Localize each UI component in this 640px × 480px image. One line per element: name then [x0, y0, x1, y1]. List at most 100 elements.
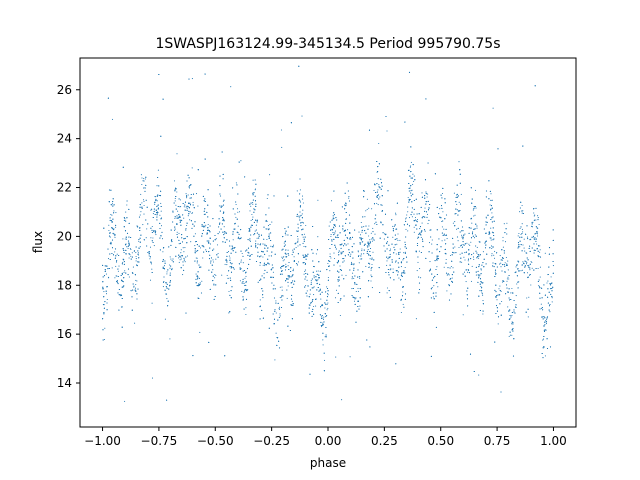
scatter-point: [337, 292, 339, 294]
scatter-point: [132, 266, 134, 268]
scatter-point: [284, 244, 286, 246]
scatter-point: [122, 248, 124, 250]
scatter-point: [290, 270, 292, 273]
scatter-point: [339, 265, 341, 267]
scatter-point: [180, 249, 182, 251]
scatter-point: [235, 216, 237, 218]
scatter-point: [323, 321, 325, 323]
scatter-point: [194, 221, 196, 223]
scatter-point: [267, 225, 270, 227]
scatter-point: [291, 304, 293, 307]
scatter-point: [320, 306, 322, 308]
scatter-point: [534, 249, 536, 251]
scatter-point: [345, 202, 347, 204]
scatter-point: [399, 248, 401, 250]
scatter-point: [139, 214, 141, 216]
scatter-point: [361, 231, 363, 233]
scatter-point: [292, 249, 294, 251]
scatter-point: [499, 263, 501, 265]
scatter-point: [225, 232, 228, 234]
scatter-point: [241, 252, 243, 255]
scatter-point: [431, 252, 433, 254]
scatter-point: [164, 262, 166, 264]
scatter-point: [425, 257, 427, 259]
scatter-point: [162, 267, 164, 269]
scatter-point: [469, 244, 471, 247]
scatter-point: [520, 233, 522, 236]
scatter-point: [250, 245, 252, 247]
scatter-point: [402, 303, 404, 305]
scatter-point: [317, 236, 319, 238]
scatter-point: [484, 242, 486, 244]
scatter-point: [454, 246, 456, 248]
scatter-point: [346, 237, 348, 239]
scatter-point: [153, 208, 155, 210]
scatter-point: [209, 225, 211, 227]
scatter-point: [461, 246, 463, 248]
scatter-point: [210, 260, 212, 262]
scatter-point: [250, 224, 252, 226]
scatter-point: [134, 289, 136, 291]
scatter-point: [171, 241, 173, 243]
scatter-point: [284, 228, 286, 230]
scatter-point: [311, 302, 313, 304]
scatter-point: [495, 296, 497, 298]
scatter-point: [281, 294, 283, 297]
scatter-point: [337, 234, 339, 236]
scatter-point: [495, 295, 497, 298]
scatter-point: [264, 244, 266, 246]
scatter-point: [118, 309, 120, 311]
scatter-point: [315, 305, 317, 307]
scatter-point: [519, 246, 521, 248]
scatter-point: [395, 363, 397, 365]
scatter-point: [143, 178, 145, 180]
scatter-point: [542, 339, 544, 341]
scatter-point: [301, 115, 303, 117]
scatter-point: [334, 225, 337, 227]
scatter-point: [147, 251, 149, 254]
scatter-point: [353, 269, 355, 271]
scatter-point: [224, 232, 226, 234]
scatter-point: [104, 327, 106, 329]
scatter-point: [246, 268, 249, 270]
scatter-point: [280, 267, 282, 269]
scatter-point: [406, 214, 408, 216]
scatter-point: [543, 316, 545, 318]
scatter-point: [192, 201, 194, 203]
scatter-point: [264, 243, 266, 245]
scatter-point: [537, 255, 539, 257]
scatter-point: [348, 200, 351, 202]
scatter-point: [208, 240, 210, 242]
scatter-point: [275, 312, 277, 314]
scatter-point: [412, 164, 414, 166]
scatter-point: [220, 205, 222, 207]
scatter-point: [471, 222, 473, 224]
scatter-point: [330, 257, 332, 259]
scatter-point: [279, 286, 281, 288]
scatter-point: [252, 179, 254, 181]
scatter-point: [441, 240, 443, 242]
scatter-point: [464, 275, 466, 277]
scatter-point: [429, 268, 432, 270]
scatter-point: [225, 258, 228, 260]
scatter-point: [414, 216, 417, 219]
scatter-point: [548, 309, 550, 311]
scatter-point: [349, 356, 351, 358]
scatter-point: [342, 229, 344, 231]
scatter-point: [461, 252, 463, 254]
scatter-point: [348, 249, 350, 251]
scatter-point: [112, 201, 114, 203]
scatter-point: [536, 243, 538, 245]
scatter-point: [357, 269, 359, 271]
scatter-point: [203, 222, 205, 224]
scatter-point: [383, 233, 386, 235]
scatter-point: [159, 214, 161, 216]
scatter-point: [436, 257, 438, 259]
scatter-point: [152, 237, 154, 239]
scatter-point: [144, 178, 146, 180]
scatter-point: [313, 265, 315, 268]
scatter-point: [371, 263, 373, 266]
scatter-point: [124, 238, 126, 240]
scatter-point: [281, 286, 283, 288]
scatter-point: [380, 182, 383, 184]
